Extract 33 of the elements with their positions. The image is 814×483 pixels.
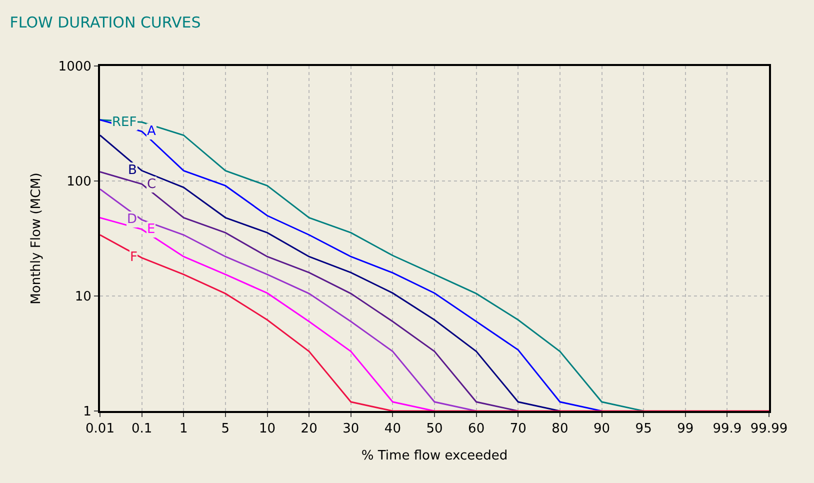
x-tick-label: 99 [677, 422, 694, 437]
x-tick-label: 40 [384, 422, 401, 437]
x-tick-label: 30 [342, 422, 360, 437]
series-label: A [147, 124, 156, 139]
x-tick-label: 95 [635, 422, 652, 437]
series-label: B [128, 163, 137, 178]
series-label: F [130, 250, 138, 265]
x-tick-label: 0.01 [86, 422, 114, 437]
y-tick-label: 1 [83, 404, 92, 420]
y-axis-title: Monthly Flow (MCM) [28, 172, 44, 304]
series-label: C [147, 177, 156, 192]
x-tick-label: 70 [510, 422, 526, 437]
y-tick-label: 100 [66, 174, 92, 190]
line-series [100, 188, 478, 411]
x-tick-label: 1 [179, 422, 188, 437]
y-tick-label: 10 [74, 290, 92, 305]
series-label: REF [112, 115, 137, 130]
x-tick-label: 50 [426, 422, 443, 437]
series-label: D [127, 212, 138, 227]
x-tick-label: 60 [468, 422, 485, 437]
x-tick-label: 99.99 [750, 422, 788, 437]
x-tick-label: 0.1 [131, 422, 152, 437]
x-tick-label: 20 [300, 422, 318, 437]
x-axis-title: % Time flow exceeded [361, 448, 508, 464]
x-tick-label: 90 [593, 422, 610, 437]
x-tick-label: 5 [221, 422, 230, 437]
chart-title: FLOW DURATION CURVES [10, 13, 201, 32]
x-tick-label: 80 [552, 422, 568, 437]
x-tick-label: 10 [258, 422, 276, 437]
series-label: E [147, 222, 156, 237]
x-tick-label: 99.9 [712, 422, 742, 437]
y-tick-label: 1000 [58, 60, 92, 75]
line-series [100, 234, 769, 411]
